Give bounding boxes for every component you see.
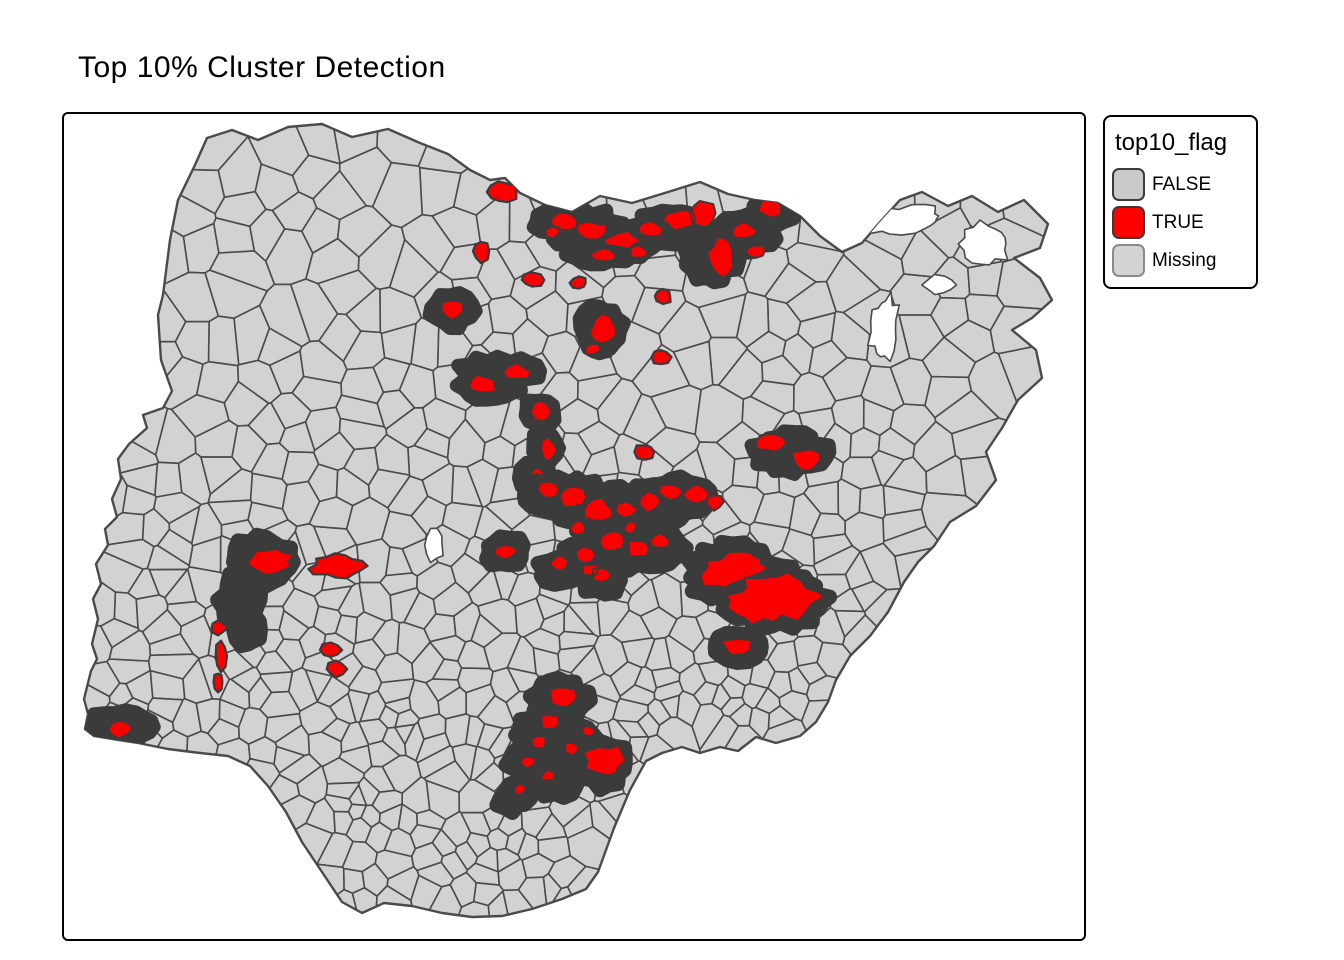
chart-title: Top 10% Cluster Detection xyxy=(78,51,446,84)
legend-swatch-false xyxy=(1112,168,1145,201)
legend-swatch-true xyxy=(1112,206,1145,239)
legend-label-true: TRUE xyxy=(1152,211,1204,233)
legend-label-false: FALSE xyxy=(1152,173,1212,195)
legend-item-missing: Missing xyxy=(1112,244,1217,277)
legend-box: top10_flag FALSE TRUE Missing xyxy=(1103,115,1258,289)
legend-swatch-missing xyxy=(1112,244,1145,277)
legend-item-true: TRUE xyxy=(1112,206,1204,239)
legend-label-missing: Missing xyxy=(1152,249,1217,271)
legend-item-false: FALSE xyxy=(1112,168,1212,201)
legend-title: top10_flag xyxy=(1115,129,1228,156)
